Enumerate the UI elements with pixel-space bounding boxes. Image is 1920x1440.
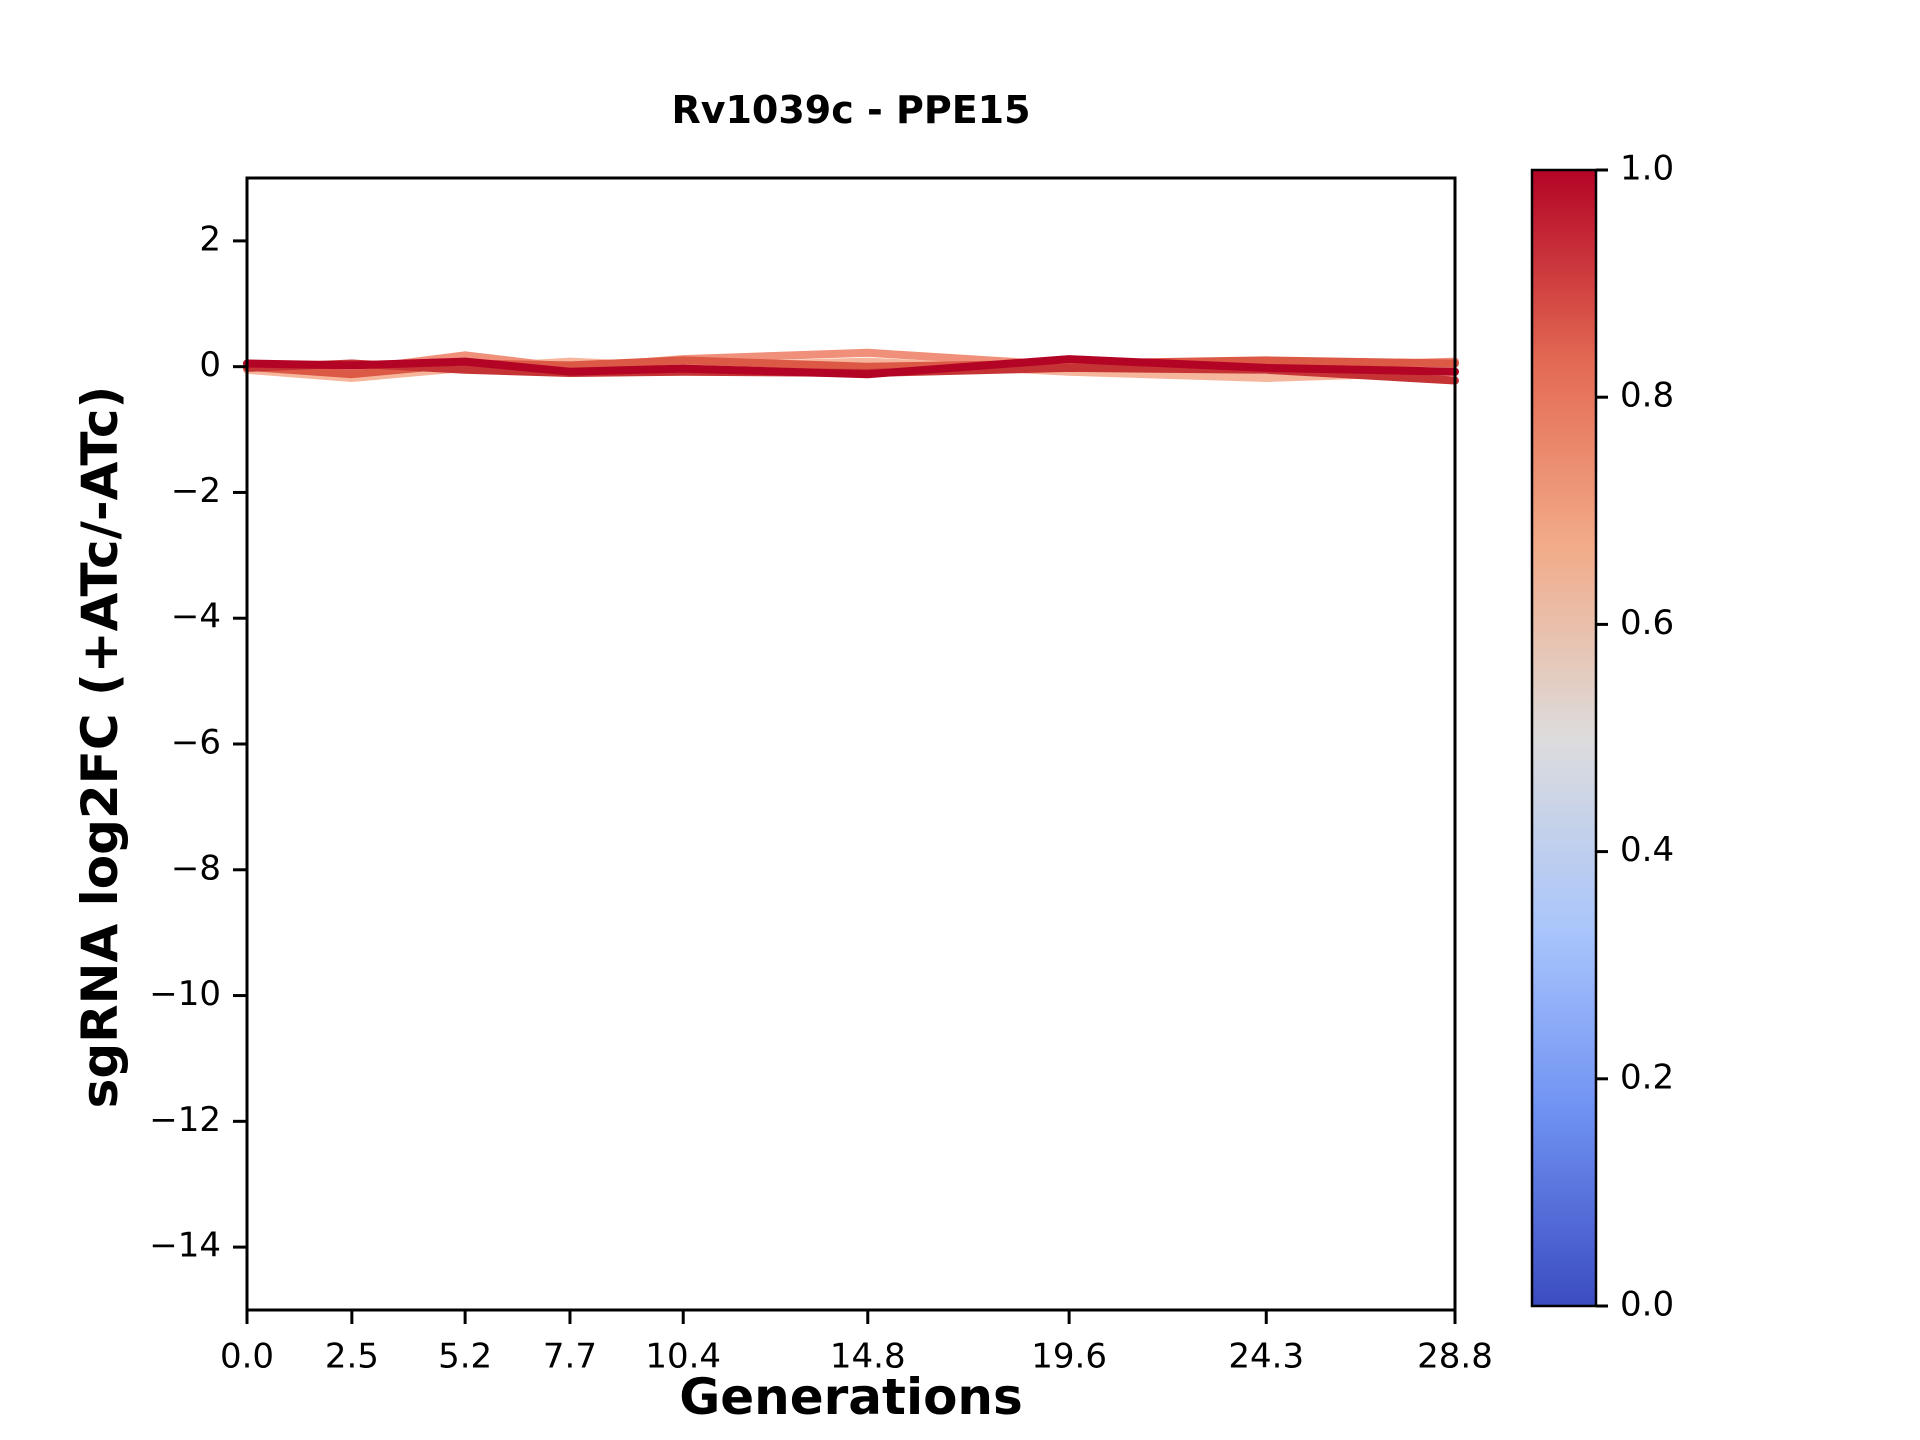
colorbar-tick-label: 0.6 (1620, 603, 1674, 643)
y-tick-label: 0 (199, 345, 221, 385)
y-tick-label: −4 (171, 597, 221, 637)
x-tick-label: 10.4 (645, 1337, 721, 1377)
x-tick-label: 2.5 (325, 1337, 379, 1377)
colorbar (1532, 170, 1596, 1306)
colorbar-tick-label: 0.2 (1620, 1057, 1674, 1097)
y-tick-label: −2 (171, 471, 221, 511)
y-tick-label: 2 (199, 219, 221, 259)
x-tick-label: 0.0 (220, 1337, 274, 1377)
x-axis-label: Generations (679, 1368, 1023, 1426)
x-tick-label: 28.8 (1417, 1337, 1493, 1377)
colorbar-tick-label: 0.0 (1620, 1285, 1674, 1325)
x-tick-label: 19.6 (1031, 1337, 1107, 1377)
colorbar-frame (1530, 168, 1598, 1308)
series-line-sgRNA-1 (243, 355, 1459, 379)
y-tick-label: −14 (149, 1226, 221, 1266)
y-tick-label: −6 (171, 723, 221, 763)
colorbar-tick-label: 1.0 (1620, 149, 1674, 189)
plot-area (247, 178, 1455, 1310)
x-tick-label: 5.2 (438, 1337, 492, 1377)
chart-title: Rv1039c - PPE15 (671, 88, 1031, 132)
x-tick-label: 24.3 (1228, 1337, 1304, 1377)
y-tick-label: −12 (149, 1100, 221, 1140)
y-tick-label: −10 (149, 974, 221, 1014)
colorbar-tick-label: 0.8 (1620, 376, 1674, 416)
y-tick-label: −8 (171, 848, 221, 888)
x-tick-label: 7.7 (543, 1337, 597, 1377)
x-tick-label: 14.8 (830, 1337, 906, 1377)
colorbar-tick-label: 0.4 (1620, 830, 1674, 870)
